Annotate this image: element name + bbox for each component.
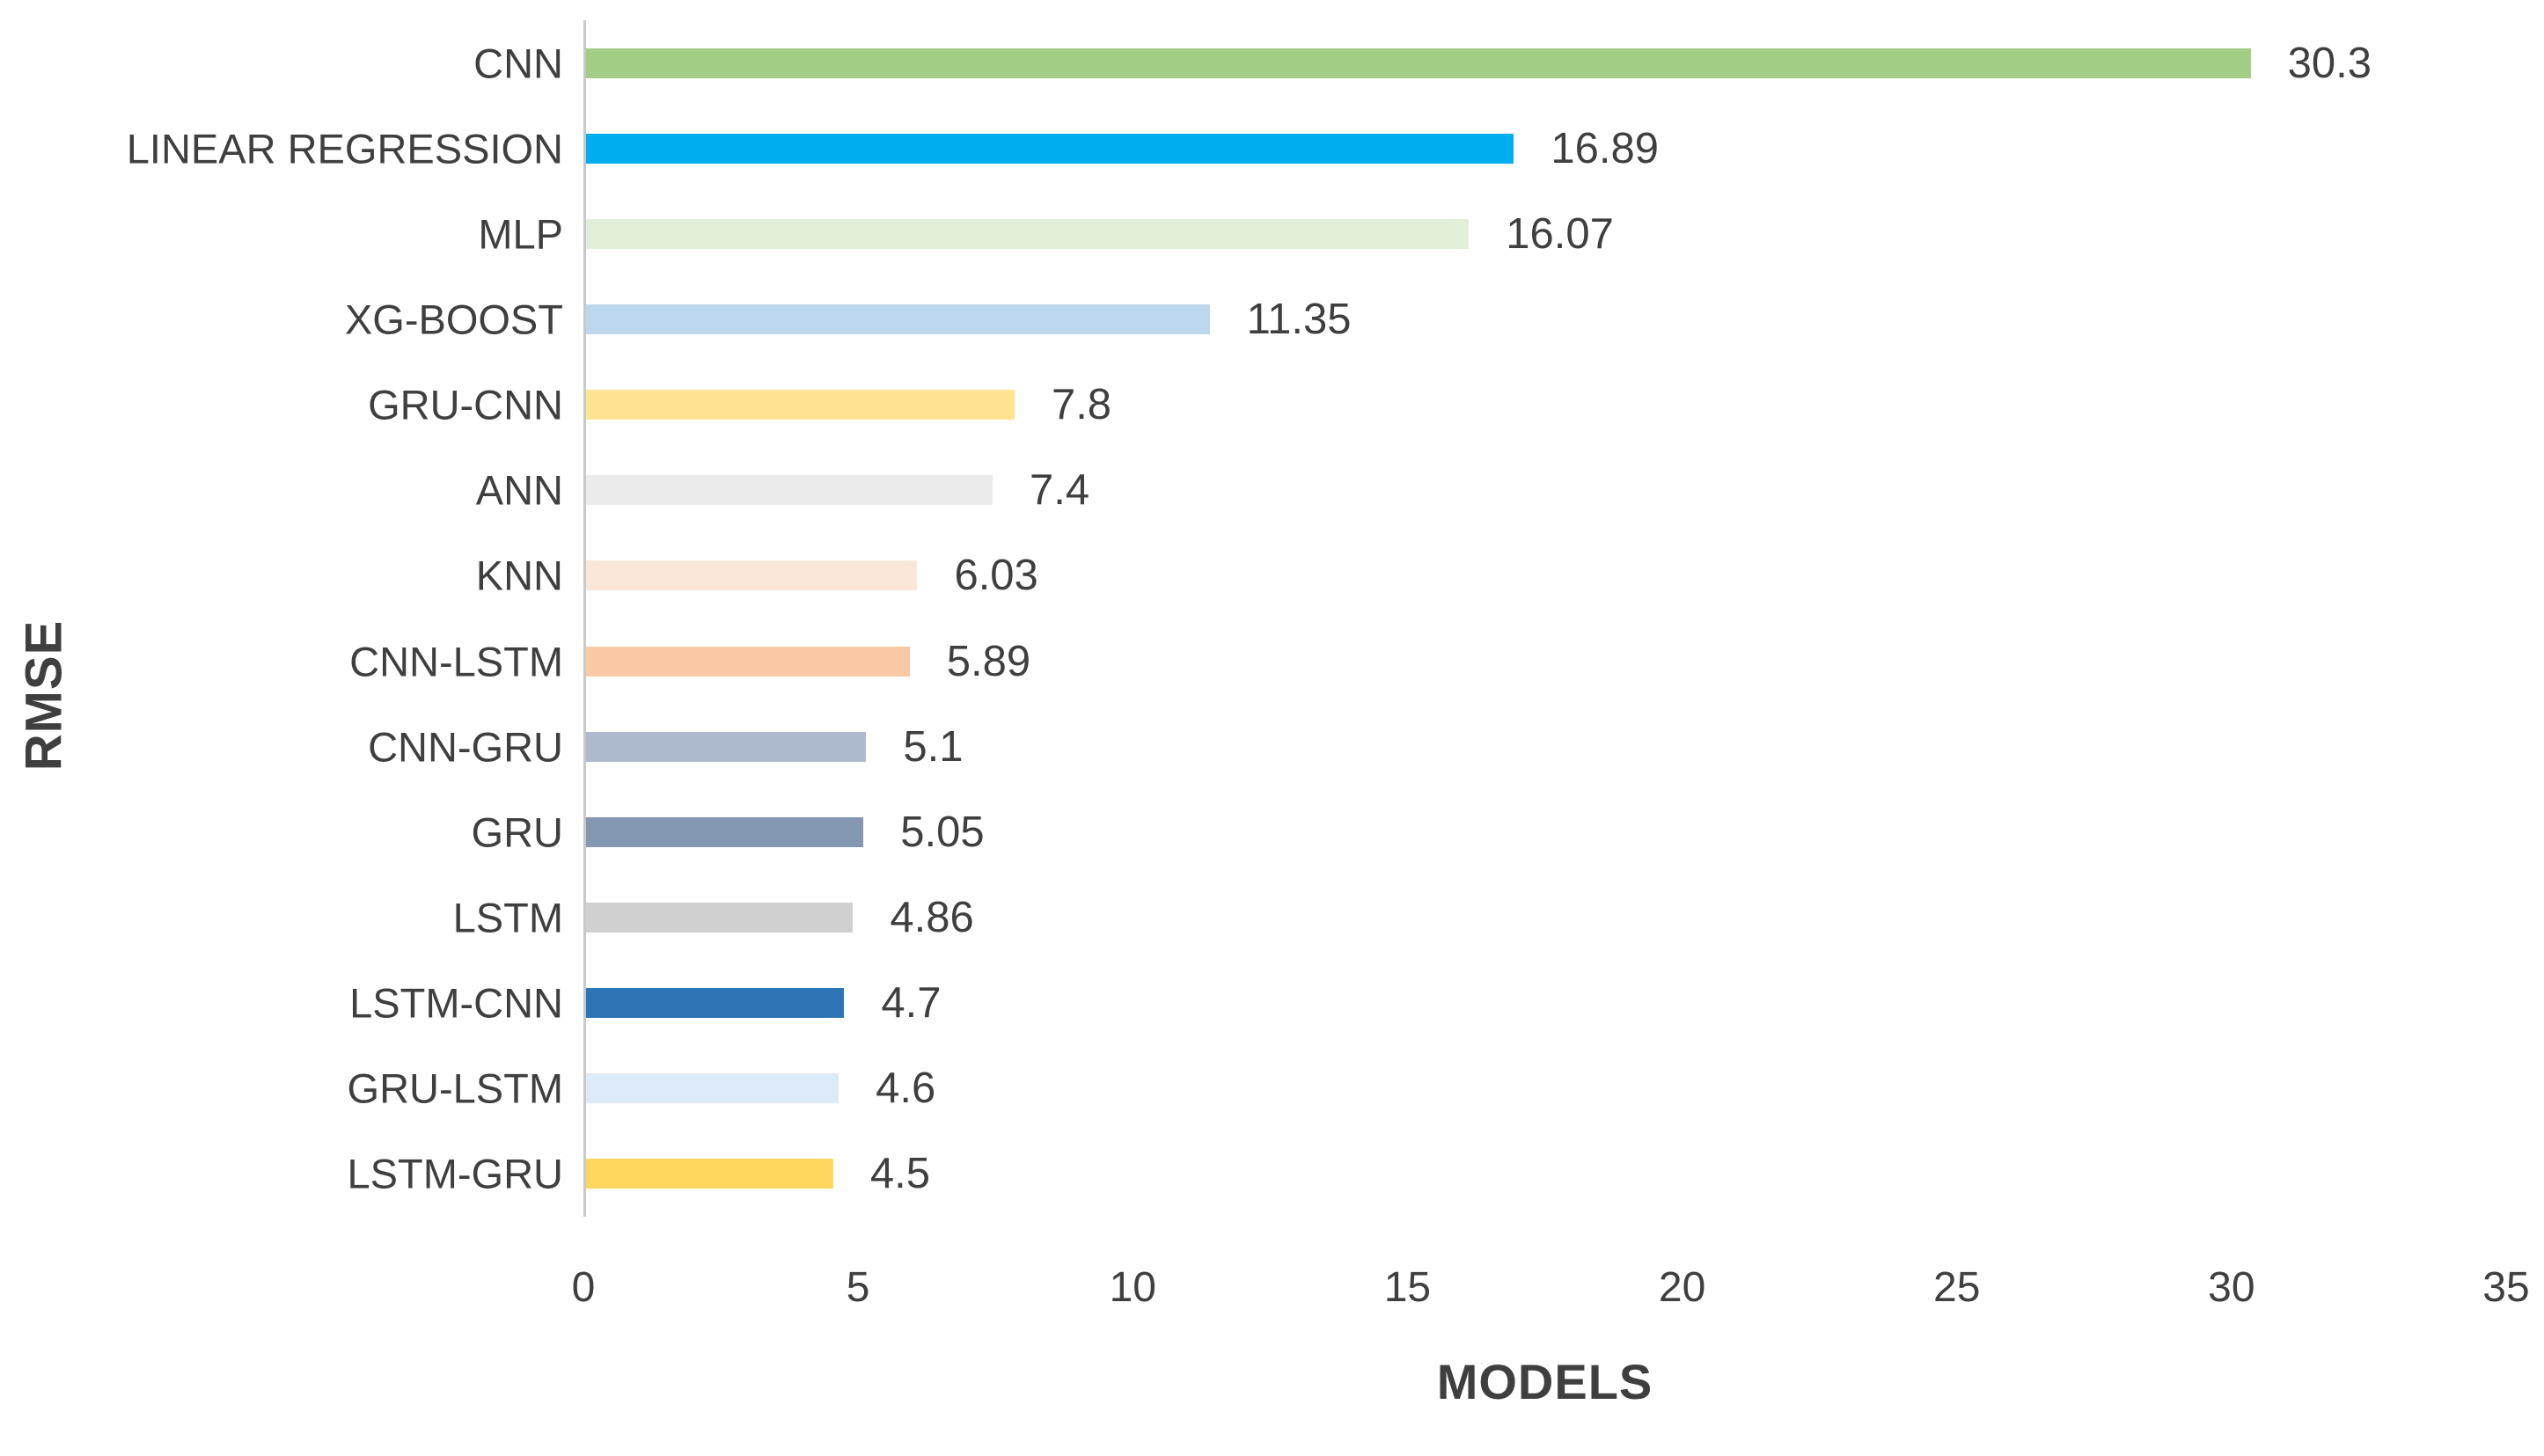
bar-ann bbox=[586, 475, 993, 506]
value-label: 5.89 bbox=[946, 637, 1031, 685]
bar-gru bbox=[586, 816, 864, 847]
category-label: KNN bbox=[475, 552, 563, 599]
bar-cnn-gru bbox=[586, 731, 867, 762]
category-label: CNN bbox=[473, 40, 563, 87]
plot-area: CNN 30.3 LINEAR REGRESSION 16.89 MLP 16.07 XG-… bbox=[127, 20, 2509, 1217]
category-label: LSTM-CNN bbox=[349, 979, 563, 1027]
category-label: CNN-LSTM bbox=[349, 638, 563, 685]
chart-row: GRU-LSTM 4.6 bbox=[348, 1046, 2509, 1131]
x-axis-ticks: 0 5 10 15 20 25 30 35 bbox=[572, 1263, 2530, 1316]
value-label: 16.07 bbox=[1506, 209, 1614, 258]
value-label: 16.89 bbox=[1551, 124, 1660, 172]
category-label: GRU-LSTM bbox=[347, 1065, 563, 1112]
category-label: MLP bbox=[478, 210, 563, 258]
category-label: GRU bbox=[471, 808, 563, 856]
x-tick-label: 30 bbox=[2208, 1264, 2255, 1311]
bar-lstm-gru bbox=[586, 1159, 833, 1189]
category-label: LSTM-GRU bbox=[347, 1150, 563, 1197]
category-label: ANN bbox=[475, 466, 563, 514]
category-label: XG-BOOST bbox=[344, 296, 563, 343]
chart-row: CNN-GRU 5.1 bbox=[368, 704, 2509, 789]
chart-row: ANN 7.4 bbox=[476, 448, 2509, 533]
value-label: 4.5 bbox=[869, 1150, 931, 1198]
chart-row: CNN 30.3 bbox=[473, 20, 2509, 106]
x-tick-label: 35 bbox=[2482, 1264, 2530, 1311]
chart-row: MLP 16.07 bbox=[478, 191, 2509, 276]
x-tick-label: 15 bbox=[1383, 1264, 1432, 1311]
category-label: CNN-GRU bbox=[368, 723, 563, 771]
chart-row: CNN-LSTM 5.89 bbox=[349, 618, 2509, 704]
value-label: 6.03 bbox=[954, 552, 1038, 600]
bar-lstm-cnn bbox=[586, 988, 845, 1019]
chart-row: LSTM-GRU 4.5 bbox=[348, 1131, 2509, 1217]
bar-linear-regression bbox=[586, 133, 1514, 164]
bar-mlp bbox=[586, 218, 1470, 249]
value-label: 5.1 bbox=[903, 722, 964, 771]
bar-lstm bbox=[586, 902, 854, 933]
category-label: GRU-CNN bbox=[368, 381, 563, 428]
bar-gru-cnn bbox=[586, 390, 1015, 421]
x-axis-title: MODELS bbox=[1436, 1354, 1653, 1409]
category-label: LINEAR REGRESSION bbox=[126, 125, 563, 172]
chart-row: XG-BOOST 11.35 bbox=[345, 276, 2509, 362]
chart-row: GRU 5.05 bbox=[472, 789, 2509, 874]
x-tick-label: 20 bbox=[1658, 1264, 1706, 1311]
value-label: 7.4 bbox=[1029, 466, 1090, 515]
chart-row: GRU-CNN 7.8 bbox=[368, 362, 2509, 448]
value-label: 5.05 bbox=[900, 808, 985, 856]
value-label: 30.3 bbox=[2287, 39, 2372, 87]
bar-cnn-lstm bbox=[586, 646, 910, 677]
x-tick-label: 5 bbox=[846, 1264, 870, 1311]
category-label: LSTM bbox=[452, 894, 563, 941]
bar-xg-boost bbox=[586, 304, 1210, 334]
bar-rows: CNN 30.3 LINEAR REGRESSION 16.89 MLP 16.07 XG-… bbox=[127, 20, 2509, 1217]
chart-row: LSTM-CNN 4.7 bbox=[349, 961, 2509, 1046]
x-tick-label: 0 bbox=[571, 1264, 596, 1311]
value-label: 4.6 bbox=[876, 1065, 936, 1113]
value-label: 11.35 bbox=[1246, 295, 1352, 343]
value-label: 4.7 bbox=[881, 979, 942, 1028]
value-label: 4.86 bbox=[890, 893, 974, 941]
chart-row: LINEAR REGRESSION 16.89 bbox=[127, 106, 2509, 191]
x-tick-label: 10 bbox=[1109, 1264, 1156, 1311]
bar-gru-lstm bbox=[586, 1073, 839, 1104]
bar-knn bbox=[586, 560, 918, 591]
bar-cnn bbox=[586, 48, 2251, 78]
chart-row: LSTM 4.86 bbox=[453, 874, 2509, 960]
value-label: 7.8 bbox=[1051, 381, 1112, 429]
x-tick-label: 25 bbox=[1933, 1264, 1981, 1311]
chart-row: KNN 6.03 bbox=[476, 533, 2509, 618]
